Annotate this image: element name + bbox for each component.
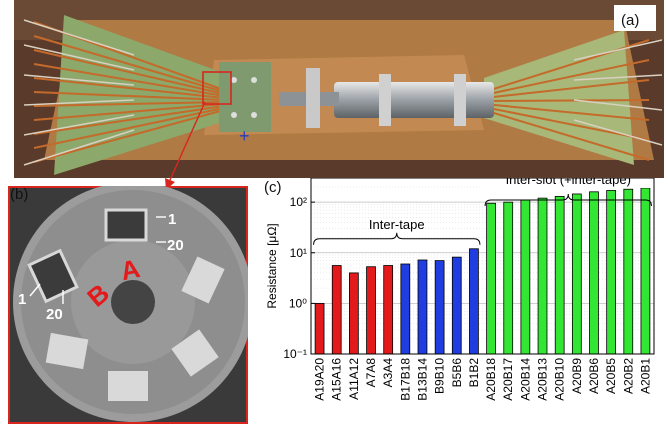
- bar-A20B2: [623, 188, 634, 355]
- x-tick-label: A20B2: [621, 358, 635, 394]
- x-tick-label: A11A12: [347, 358, 361, 400]
- bar-B5B6: [451, 256, 462, 355]
- x-tick-label: A3A4: [381, 358, 395, 388]
- bar-B1B2: [469, 248, 479, 355]
- annotation-background: [482, 178, 655, 188]
- bar-A20B14: [520, 199, 531, 355]
- bar-A20B10: [554, 195, 565, 355]
- bars: [314, 187, 651, 355]
- grid: [311, 178, 654, 355]
- bar-B13B14: [417, 259, 428, 355]
- bar-B17B18: [400, 263, 411, 355]
- left-wires: [33, 21, 225, 163]
- resistance-chart: (c) 10⁻¹ 10⁰ 10¹ 10² A19A20 A15A16 A11A12 A7A8…: [264, 178, 655, 401]
- panel-label-c: (c): [264, 179, 282, 196]
- x-tick-label: A19A20: [313, 358, 327, 401]
- x-tick-label: B1B2: [467, 358, 481, 388]
- group-brace: [484, 193, 652, 207]
- x-tick-label: A15A16: [330, 358, 344, 401]
- panel-label-a: (a): [621, 12, 639, 29]
- x-tick-label: A20B6: [587, 358, 601, 394]
- y-tick-label: 10²: [290, 195, 307, 209]
- x-tick-label: A20B18: [484, 358, 498, 401]
- x-tick-label: A20B14: [518, 358, 532, 401]
- bar-A20B5: [606, 190, 616, 355]
- x-tick-label: A7A8: [364, 358, 378, 388]
- panel-label-b: (b): [10, 186, 29, 203]
- bar-A15A16: [331, 265, 342, 355]
- zoom-arrow: [165, 101, 206, 190]
- x-tick-label: A20B9: [570, 358, 584, 394]
- highlight-box: [202, 71, 232, 105]
- group-annotation-label: Inter-slot (+inter-tape): [506, 178, 631, 187]
- x-tick-label: A20B1: [638, 358, 652, 394]
- x-tick-label: B17B18: [398, 358, 412, 401]
- bar-A11A12: [349, 272, 359, 355]
- center-hole: [111, 280, 155, 324]
- center-plate: [219, 62, 271, 132]
- steel-pipe: [334, 82, 494, 118]
- right-fan-board: [484, 30, 634, 165]
- bar-A3A4: [383, 265, 394, 355]
- slot-a-index-20: 20: [167, 237, 184, 254]
- y-tick-label: 10¹: [290, 246, 307, 260]
- bar-A20B17: [503, 201, 514, 355]
- group-annotation-label: Inter-tape: [369, 217, 425, 232]
- group-annotations: Inter-tape Inter-slot (+inter-tape): [313, 178, 655, 245]
- x-tick-label: A20B5: [604, 358, 618, 394]
- photo-panel-b: 1 20 1 20 A B: [8, 186, 248, 424]
- group-brace: [313, 232, 481, 245]
- x-tick-labels: A19A20 A15A16 A11A12 A7A8 A3A4 B17B18 B13B14 B9…: [313, 358, 653, 401]
- x-tick-label: A20B13: [536, 358, 550, 401]
- bar-A20B1: [640, 187, 651, 355]
- polarity-mark: +: [239, 126, 250, 146]
- x-tick-label: A20B10: [553, 358, 567, 401]
- bar-A19A20: [314, 302, 325, 355]
- photo-panel-a: + (a): [14, 0, 664, 178]
- bar-A20B13: [537, 197, 548, 355]
- x-tick-label: B5B6: [450, 358, 464, 388]
- y-tick-label: 10⁻¹: [283, 347, 307, 361]
- bar-A7A8: [366, 266, 376, 355]
- plot-frame: [310, 178, 655, 355]
- slot-b-index-1: 1: [18, 291, 26, 308]
- slot-a-index-1: 1: [168, 211, 176, 228]
- x-tick-label: A20B17: [501, 358, 515, 401]
- bar-A20B9: [571, 193, 582, 355]
- y-tick-label: 10⁰: [289, 296, 307, 310]
- bar-A20B18: [486, 202, 496, 355]
- bar-A20B6: [589, 191, 599, 355]
- y-axis-label: Resistance [μΩ]: [265, 223, 279, 308]
- y-axis: 10⁻¹ 10⁰ 10¹ 10²: [283, 195, 315, 361]
- bar-B9B10: [434, 260, 445, 355]
- x-tick-label: B9B10: [433, 358, 447, 394]
- x-tick-label: B13B14: [415, 358, 429, 401]
- slot-b-index-20: 20: [46, 306, 63, 323]
